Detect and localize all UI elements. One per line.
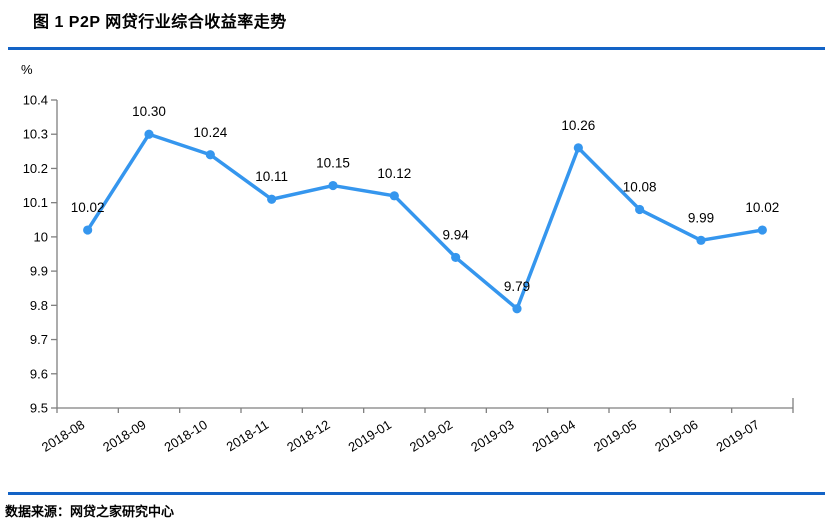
data-label: 10.15 xyxy=(316,156,350,171)
data-point xyxy=(389,191,399,201)
x-tick-label: 2018-08 xyxy=(39,417,87,455)
data-label: 9.94 xyxy=(443,227,470,242)
data-label: 10.11 xyxy=(255,169,288,184)
x-tick-label: 2018-10 xyxy=(162,417,210,455)
data-point xyxy=(205,150,215,160)
x-tick-label: 2018-12 xyxy=(284,417,332,455)
x-tick-label: 2019-07 xyxy=(714,417,762,455)
data-point xyxy=(83,225,93,235)
y-tick-label: 9.7 xyxy=(30,332,48,347)
data-point xyxy=(635,204,645,215)
y-tick-label: 10.4 xyxy=(23,93,48,108)
data-point xyxy=(267,194,277,204)
data-label: 9.99 xyxy=(688,210,714,225)
data-source: 数据来源：网贷之家研究中心 xyxy=(5,504,175,519)
data-point xyxy=(573,143,583,153)
data-point xyxy=(757,225,767,235)
data-label: 10.26 xyxy=(561,118,595,133)
figure-title: 图 1 P2P 网贷行业综合收益率走势 xyxy=(33,14,287,31)
data-label: 10.08 xyxy=(623,180,657,195)
data-label: 10.24 xyxy=(193,125,227,140)
bottom-divider xyxy=(8,492,825,495)
x-tick-label: 2018-11 xyxy=(224,417,272,454)
series-line xyxy=(85,132,765,311)
data-point xyxy=(512,304,522,314)
y-tick-label: 9.8 xyxy=(30,298,48,313)
x-tick-label: 2019-03 xyxy=(468,417,516,455)
data-label: 10.12 xyxy=(377,166,411,181)
y-tick-label: 9.5 xyxy=(30,401,48,416)
y-tick-label: 10 xyxy=(34,229,48,244)
data-point xyxy=(696,235,706,245)
yield-line-chart: 10.4 10.3 10.2 10.1 10 9.9 9.8 9.7 9.6 9.52018-08… xyxy=(23,93,794,455)
data-label: 10.30 xyxy=(132,104,166,119)
data-label: 10.02 xyxy=(71,200,105,215)
data-point xyxy=(451,252,461,263)
data-point xyxy=(328,180,338,191)
y-tick-label: 10.3 xyxy=(23,127,48,142)
x-tick-label: 2019-05 xyxy=(591,417,639,455)
data-label: 9.79 xyxy=(504,279,530,294)
y-tick-label: 9.6 xyxy=(30,366,48,381)
x-tick-label: 2019-02 xyxy=(407,417,455,455)
y-tick-label: 9.9 xyxy=(30,264,48,279)
x-tick-label: 2019-01 xyxy=(346,417,394,455)
data-label: 10.02 xyxy=(745,200,779,215)
top-divider xyxy=(8,47,825,50)
x-tick-label: 2019-04 xyxy=(530,417,578,455)
y-tick-label: 10.1 xyxy=(23,195,48,210)
data-point xyxy=(144,129,154,139)
x-tick-label: 2018-09 xyxy=(100,417,148,455)
x-tick-label: 2019-06 xyxy=(652,417,700,455)
y-tick-label: 10.2 xyxy=(23,161,48,176)
y-axis-unit-label: % xyxy=(21,62,33,77)
